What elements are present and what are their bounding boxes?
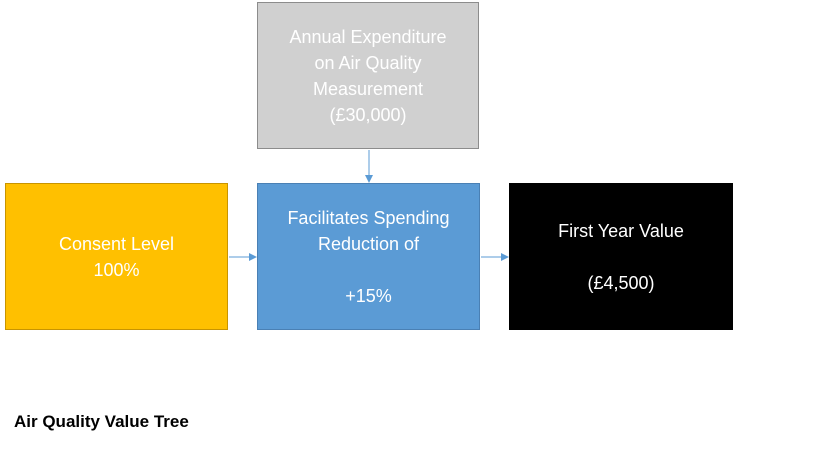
node-first-year-value-label: First Year Value: [558, 220, 684, 241]
node-first-year-value-amount: (£4,500): [587, 272, 655, 293]
node-consent-level: Consent Level 100%: [5, 183, 228, 330]
node-spending-reduction-value: +15%: [345, 285, 392, 306]
node-annual-expenditure-line-2: on Air Quality: [314, 52, 422, 73]
node-spending-reduction: Facilitates Spending Reduction of +15%: [257, 183, 480, 330]
node-consent-level-value: 100%: [93, 259, 140, 280]
node-annual-expenditure: Annual Expenditure on Air Quality Measur…: [257, 2, 479, 149]
node-spending-reduction-line-2: Reduction of: [317, 233, 420, 254]
node-spending-reduction-line-1: Facilitates Spending: [287, 207, 450, 228]
node-annual-expenditure-line-3: Measurement: [312, 78, 424, 99]
diagram-caption: Air Quality Value Tree: [14, 412, 189, 431]
node-annual-expenditure-line-1: Annual Expenditure: [289, 26, 447, 47]
node-first-year-value: First Year Value (£4,500): [509, 183, 733, 330]
node-annual-expenditure-amount: (£30,000): [329, 104, 407, 125]
node-consent-level-label: Consent Level: [58, 233, 175, 254]
